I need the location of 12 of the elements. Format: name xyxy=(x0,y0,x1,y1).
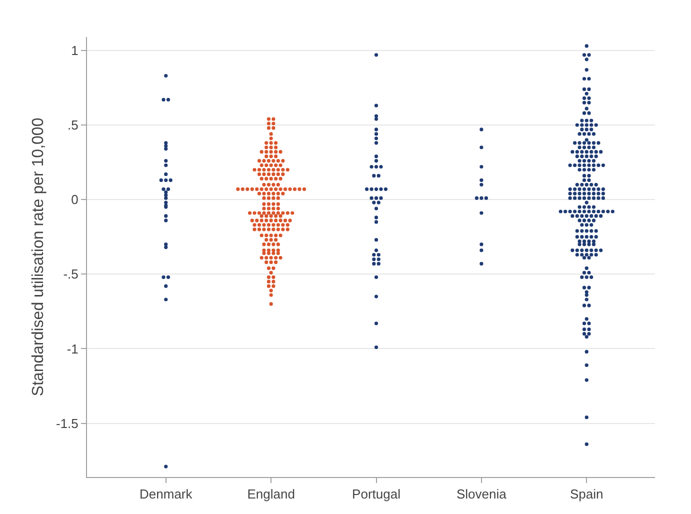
x-tick-label: Portugal xyxy=(352,486,401,502)
y-tick-label: .5 xyxy=(68,118,78,133)
y-tick-label: 0 xyxy=(71,192,78,208)
y-tick-label: -.5 xyxy=(63,266,78,282)
y-tick-label: 1 xyxy=(71,42,78,58)
x-tick-label: Slovenia xyxy=(456,486,508,502)
y-axis-title: Standardised utilisation rate per 10,000 xyxy=(30,118,47,396)
x-tick-label: Denmark xyxy=(140,486,193,502)
x-tick-label: England xyxy=(247,486,295,502)
x-tick-label: Spain xyxy=(570,486,604,502)
y-tick-label: -1 xyxy=(66,341,78,356)
y-tick-label: -1.5 xyxy=(56,416,78,431)
